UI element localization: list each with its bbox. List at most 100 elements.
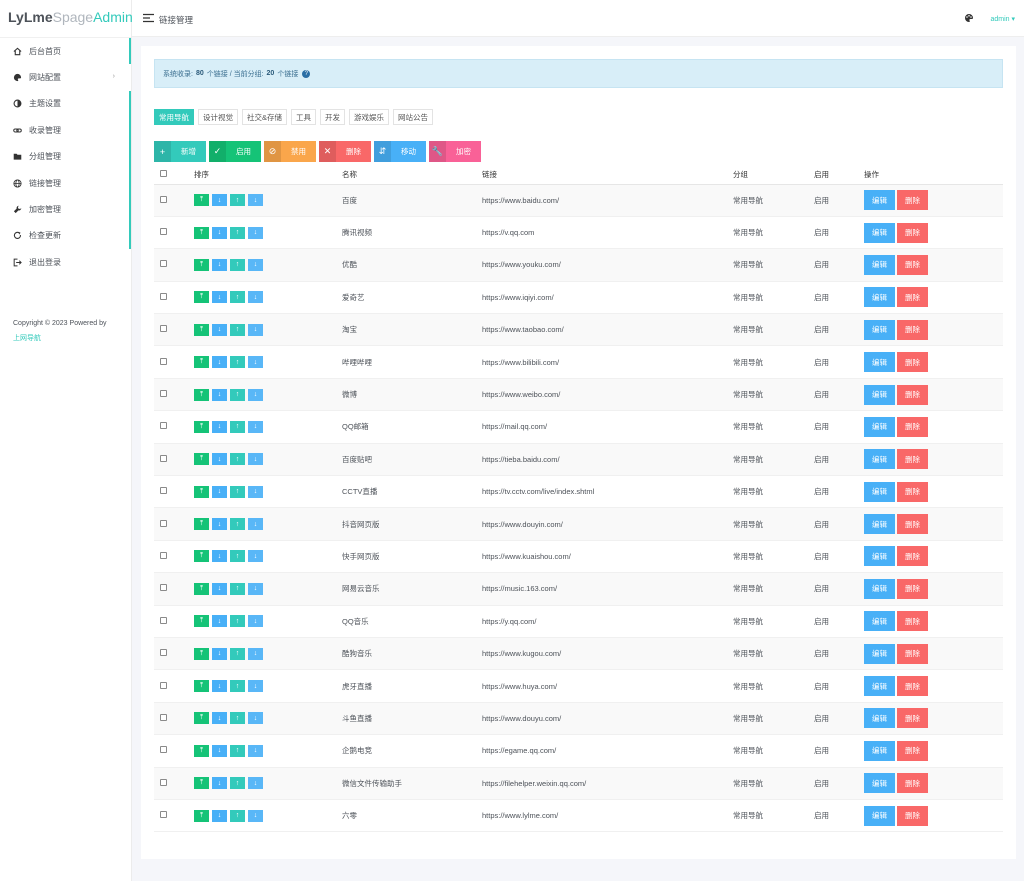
move-up-button[interactable]: ↑: [230, 647, 245, 660]
logo[interactable]: LyLmeSpageAdmin: [0, 0, 133, 37]
user-menu[interactable]: admin ▾: [990, 16, 1015, 23]
move-down-button[interactable]: ↓: [248, 680, 263, 693]
move-down-button[interactable]: ↓: [248, 647, 263, 660]
move-down-button[interactable]: ↓: [248, 550, 263, 563]
sidebar-item-site-config[interactable]: 网站配置 ›: [0, 64, 131, 90]
move-up-button[interactable]: ↑: [230, 388, 245, 401]
move-top-button[interactable]: ⤒: [194, 777, 209, 790]
row-checkbox[interactable]: [160, 811, 167, 819]
edit-button[interactable]: 编辑: [864, 352, 895, 373]
tab-1[interactable]: 设计视觉: [198, 109, 238, 125]
move-top-button[interactable]: ⤒: [194, 809, 209, 822]
sidebar-item-dashboard[interactable]: 后台首页: [0, 38, 131, 65]
move-top-button[interactable]: ⤒: [194, 518, 209, 531]
move-down-button[interactable]: ↓: [248, 777, 263, 790]
edit-button[interactable]: 编辑: [864, 449, 895, 470]
row-checkbox[interactable]: [160, 422, 167, 430]
delete-button[interactable]: 删除: [897, 740, 928, 761]
delete-button[interactable]: 删除: [897, 319, 928, 340]
move-up-button[interactable]: ↑: [230, 777, 245, 790]
move-up-button[interactable]: ↑: [230, 550, 245, 563]
sidebar-item-groups[interactable]: 分组管理: [0, 143, 131, 171]
move-bottom-button[interactable]: ↓: [212, 744, 227, 757]
help-icon[interactable]: ?: [302, 69, 311, 78]
move-top-button[interactable]: ⤒: [194, 291, 209, 304]
move-bottom-button[interactable]: ↓: [212, 291, 227, 304]
tab-3[interactable]: 工具: [291, 109, 317, 125]
row-checkbox[interactable]: [160, 551, 167, 559]
move-top-button[interactable]: ⤒: [194, 453, 209, 466]
move-up-button[interactable]: ↑: [230, 712, 245, 725]
move-up-button[interactable]: ↑: [230, 323, 245, 336]
row-checkbox[interactable]: [160, 292, 167, 300]
delete-button[interactable]: 删除: [897, 514, 928, 535]
delete-button[interactable]: 删除: [897, 481, 928, 502]
move-top-button[interactable]: ⤒: [194, 582, 209, 595]
move-top-button[interactable]: ⤒: [194, 194, 209, 207]
move-bottom-button[interactable]: ↓: [212, 388, 227, 401]
tab-2[interactable]: 社交&存储: [242, 109, 288, 125]
move-up-button[interactable]: ↑: [230, 582, 245, 595]
delete-button[interactable]: 删除: [897, 222, 928, 243]
delete-button[interactable]: 删除: [897, 643, 928, 664]
row-checkbox[interactable]: [160, 681, 167, 689]
move-top-button[interactable]: ⤒: [194, 226, 209, 239]
move-down-button[interactable]: ↓: [248, 809, 263, 822]
row-checkbox[interactable]: [160, 519, 167, 527]
edit-button[interactable]: 编辑: [864, 287, 895, 308]
move-down-button[interactable]: ↓: [248, 453, 263, 466]
move-bottom-button[interactable]: ↓: [212, 323, 227, 336]
move-up-button[interactable]: ↑: [230, 680, 245, 693]
move-top-button[interactable]: ⤒: [194, 744, 209, 757]
edit-button[interactable]: 编辑: [864, 416, 895, 437]
row-checkbox[interactable]: [160, 584, 167, 592]
move-up-button[interactable]: ↑: [230, 226, 245, 239]
move-bottom-button[interactable]: ↓: [212, 518, 227, 531]
delete-button[interactable]: 删除: [897, 254, 928, 275]
sidebar-item-links[interactable]: 链接管理: [0, 169, 131, 197]
move-bottom-button[interactable]: ↓: [212, 809, 227, 822]
move-bottom-button[interactable]: ↓: [212, 420, 227, 433]
row-checkbox[interactable]: [160, 390, 167, 398]
row-checkbox[interactable]: [160, 746, 167, 754]
row-checkbox[interactable]: [160, 195, 167, 203]
delete-button[interactable]: 删除: [897, 546, 928, 567]
row-checkbox[interactable]: [160, 325, 167, 333]
move-down-button[interactable]: ↓: [248, 420, 263, 433]
move-down-button[interactable]: ↓: [248, 744, 263, 757]
edit-button[interactable]: 编辑: [864, 611, 895, 632]
move-top-button[interactable]: ⤒: [194, 258, 209, 271]
move-down-button[interactable]: ↓: [248, 518, 263, 531]
move-up-button[interactable]: ↑: [230, 291, 245, 304]
move-bottom-button[interactable]: ↓: [212, 194, 227, 207]
edit-button[interactable]: 编辑: [864, 190, 895, 211]
move-bottom-button[interactable]: ↓: [212, 777, 227, 790]
delete-button[interactable]: 删除: [897, 708, 928, 729]
delete-button[interactable]: 删除: [897, 352, 928, 373]
move-up-button[interactable]: ↑: [230, 809, 245, 822]
sidebar-item-logout[interactable]: 退出登录: [0, 249, 131, 275]
row-checkbox[interactable]: [160, 649, 167, 657]
move-top-button[interactable]: ⤒: [194, 388, 209, 401]
move-top-button[interactable]: ⤒: [194, 615, 209, 628]
edit-button[interactable]: 编辑: [864, 643, 895, 664]
move-top-button[interactable]: ⤒: [194, 647, 209, 660]
edit-button[interactable]: 编辑: [864, 578, 895, 599]
edit-button[interactable]: 编辑: [864, 773, 895, 794]
tab-0[interactable]: 常用导航: [154, 109, 194, 125]
tab-6[interactable]: 网站公告: [393, 109, 434, 125]
select-all-checkbox[interactable]: [160, 170, 167, 178]
edit-button[interactable]: 编辑: [864, 319, 895, 340]
delete-button[interactable]: ✕ 删除: [319, 141, 371, 162]
move-up-button[interactable]: ↑: [230, 485, 245, 498]
move-bottom-button[interactable]: ↓: [212, 356, 227, 369]
delete-button[interactable]: 删除: [897, 805, 928, 826]
move-top-button[interactable]: ⤒: [194, 550, 209, 563]
move-down-button[interactable]: ↓: [248, 485, 263, 498]
delete-button[interactable]: 删除: [897, 416, 928, 437]
edit-button[interactable]: 编辑: [864, 481, 895, 502]
sidebar-item-encrypt[interactable]: 加密管理: [0, 196, 131, 224]
move-down-button[interactable]: ↓: [248, 194, 263, 207]
tab-5[interactable]: 游戏娱乐: [349, 109, 390, 125]
copyright-link[interactable]: 上网导航: [13, 334, 41, 342]
